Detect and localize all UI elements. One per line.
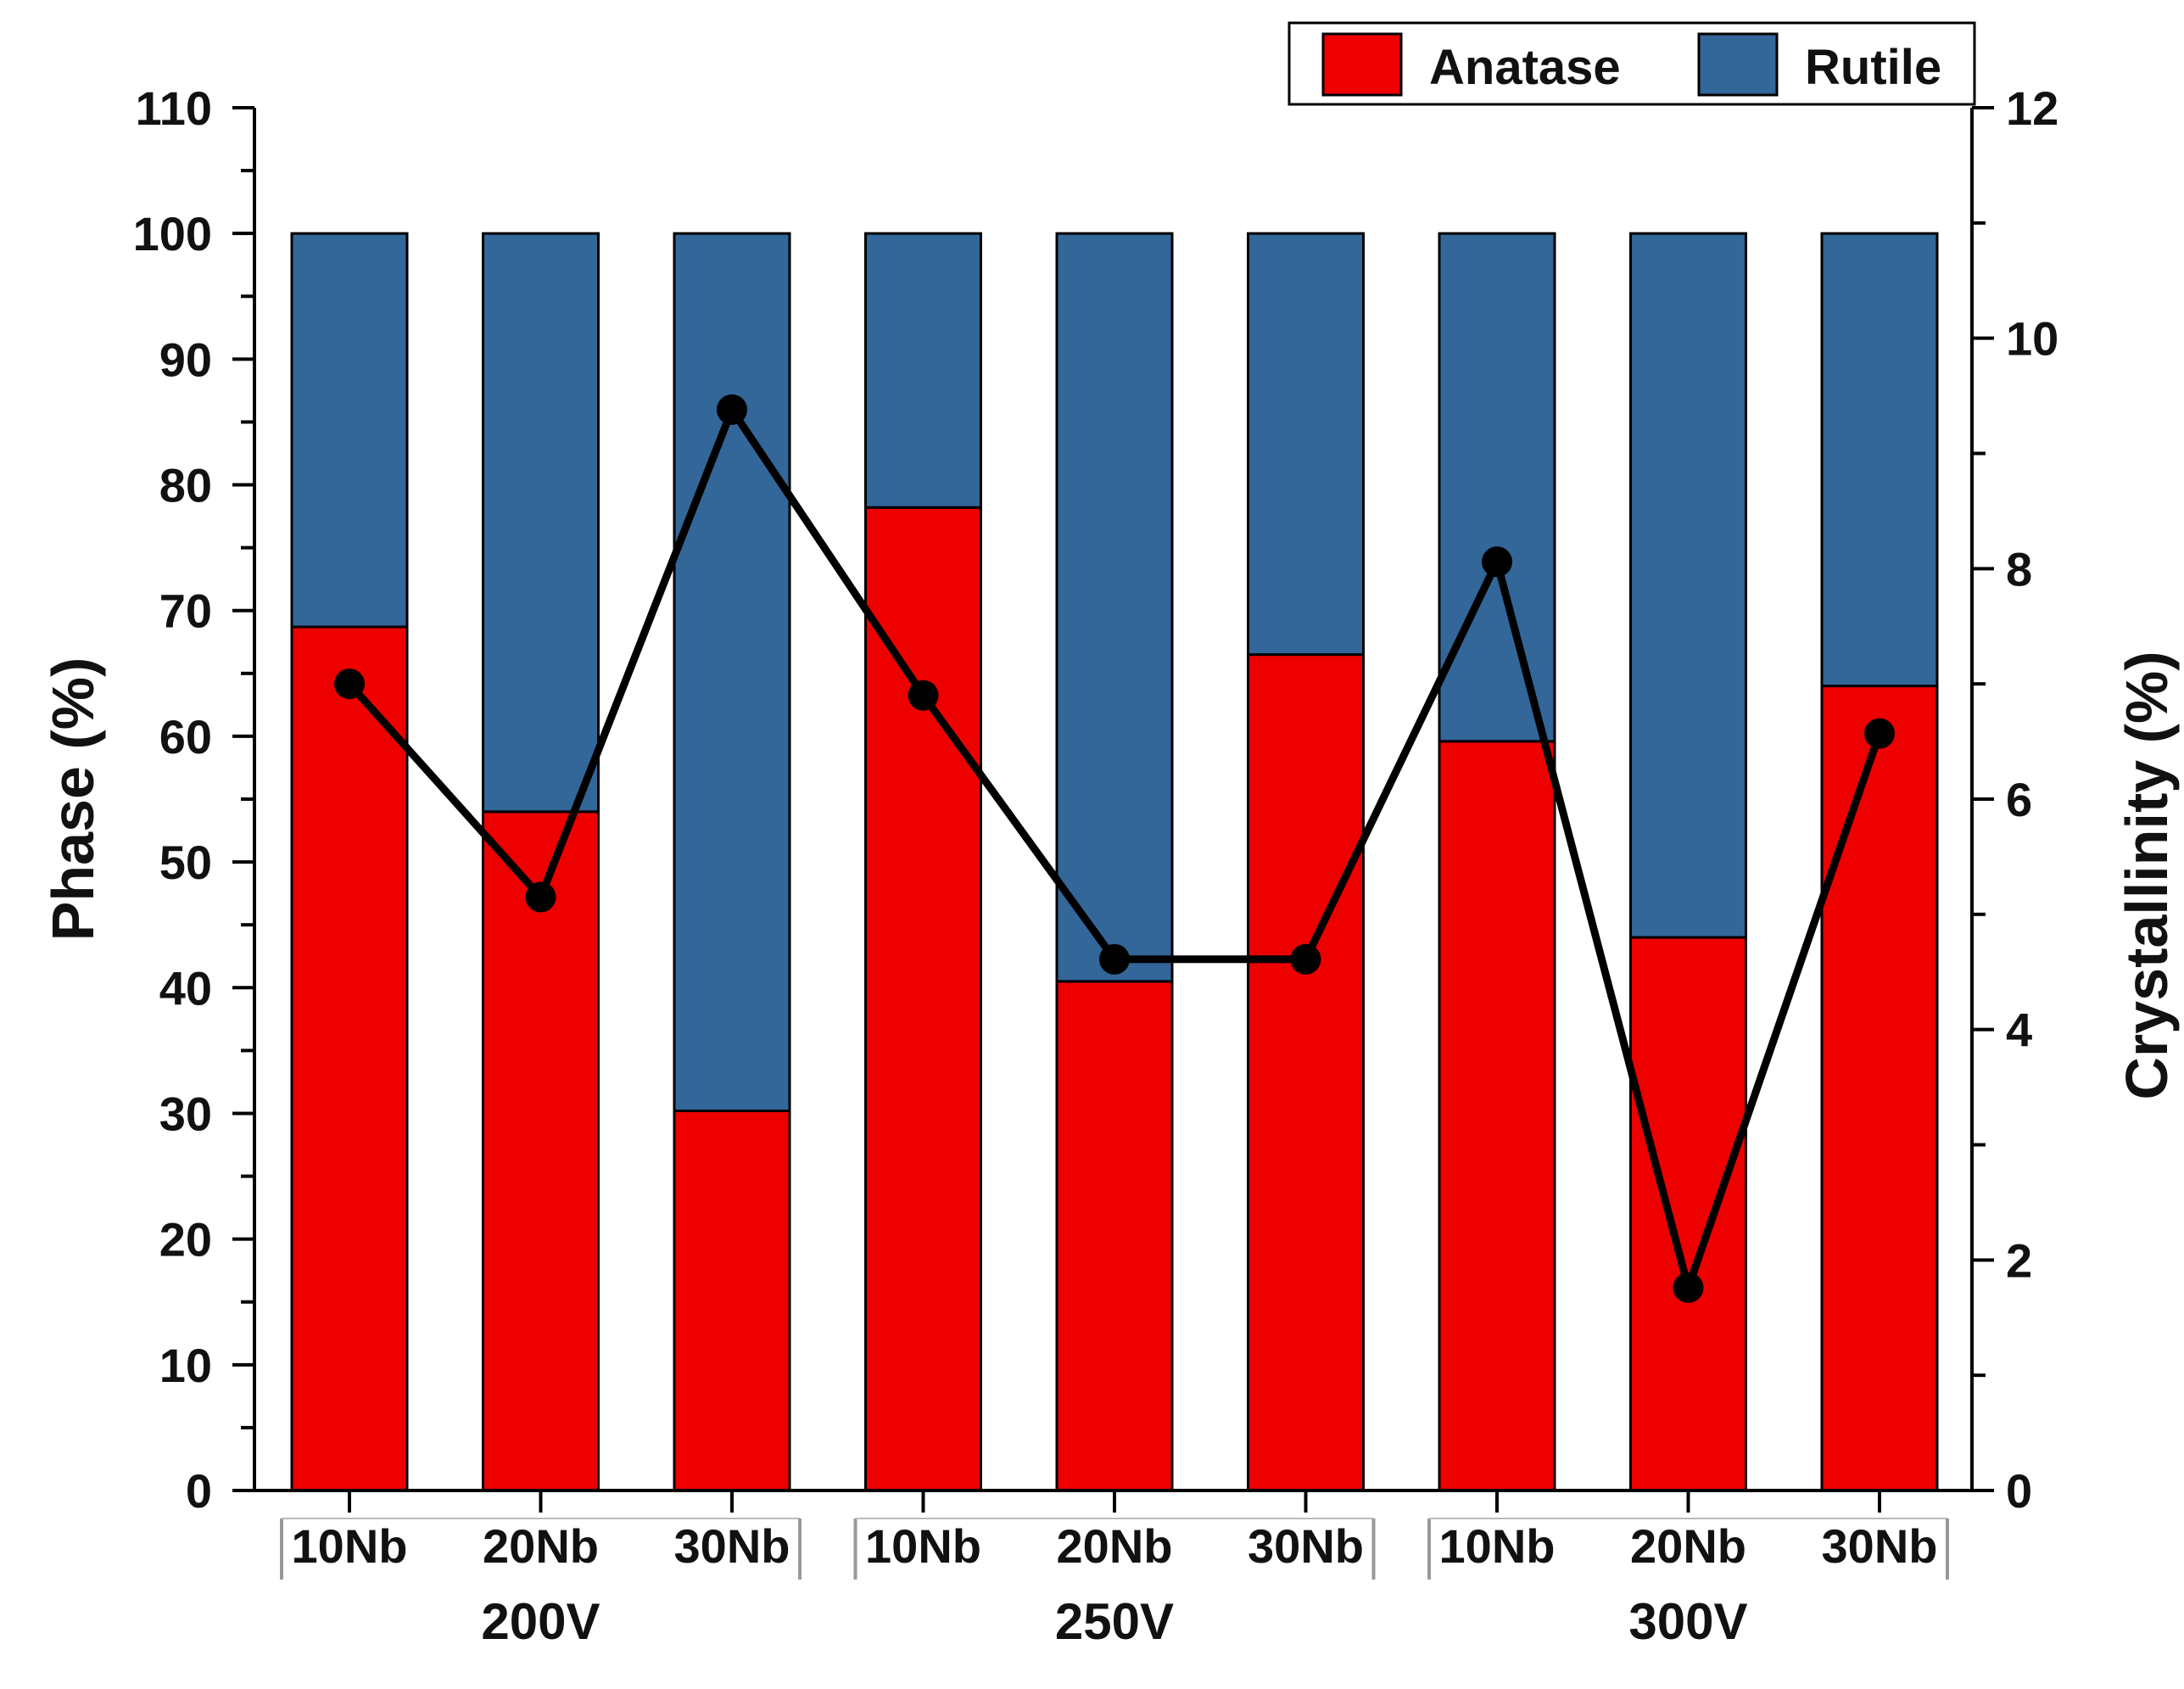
group-label: 250V [1055,1593,1174,1650]
y-tick-label: 30 [159,1087,212,1140]
y2-tick-label: 10 [2006,312,2058,366]
y2-tick-label: 2 [2006,1233,2032,1287]
crystallinity-point-1 [525,881,556,913]
y-tick-label: 0 [186,1464,212,1518]
legend-box [1287,21,1976,106]
group-label: 200V [481,1593,600,1650]
x-tick-label: 20Nb [1057,1519,1173,1573]
x-tick-label: 10Nb [865,1519,981,1573]
bar-anatase-6 [1438,740,1556,1492]
bar-rutile-1 [482,232,600,814]
x-tick-label: 30Nb [674,1519,790,1573]
crystallinity-point-4 [1099,943,1130,975]
crystallinity-point-0 [334,668,365,700]
bar-rutile-3 [864,232,982,509]
y2-tick-label: 4 [2006,1004,2032,1057]
crystallinity-point-7 [1673,1272,1704,1303]
legend-swatch-rutile [1697,32,1779,97]
y-tick-label: 60 [159,710,212,763]
bar-rutile-6 [1438,232,1556,743]
y-tick-label: 100 [133,207,212,260]
y-tick-label: 70 [159,584,212,638]
bar-anatase-3 [864,506,982,1492]
legend-label-rutile: Rutile [1805,40,1941,95]
crystallinity-point-6 [1482,546,1512,578]
y2-tick-label: 12 [2006,81,2058,135]
y2-axis-title: Crystallinity (%) [2114,652,2180,1100]
x-tick-label: 20Nb [1630,1519,1746,1573]
bar-rutile-0 [290,232,409,629]
legend-label-anatase: Anatase [1429,40,1621,95]
crystallinity-point-5 [1290,943,1321,975]
crystallinity-point-8 [1864,718,1895,749]
y-tick-label: 20 [159,1213,212,1267]
bar-anatase-2 [673,1109,791,1492]
y-tick-label: 110 [136,81,212,135]
y2-tick-label: 0 [2006,1464,2032,1518]
y2-tick-label: 6 [2006,773,2032,826]
y-tick-label: 40 [159,961,212,1015]
bar-anatase-1 [482,810,600,1492]
bar-anatase-4 [1055,980,1174,1492]
y-tick-label: 80 [159,459,212,512]
bar-anatase-0 [290,625,409,1492]
group-label: 300V [1628,1593,1747,1650]
y2-tick-label: 8 [2006,542,2032,596]
bar-anatase-7 [1629,936,1747,1492]
bar-anatase-5 [1247,653,1365,1492]
bar-rutile-4 [1055,232,1174,983]
x-tick-label: 10Nb [1439,1519,1556,1573]
legend-swatch-anatase [1321,32,1403,97]
x-tick-label: 20Nb [483,1519,599,1573]
x-tick-label: 30Nb [1248,1519,1364,1573]
bar-rutile-7 [1629,232,1747,939]
bar-rutile-5 [1247,232,1365,657]
y-tick-label: 90 [159,333,212,386]
x-tick-label: 30Nb [1822,1519,1938,1573]
crystallinity-point-2 [717,394,747,425]
crystallinity-point-3 [908,680,939,711]
bar-rutile-8 [1820,232,1939,688]
y-axis-title: Phase (%) [40,657,106,942]
x-tick-label: 10Nb [292,1519,408,1573]
y-tick-label: 10 [159,1339,212,1392]
bar-rutile-2 [673,232,791,1112]
y-tick-label: 50 [159,836,212,889]
bar-anatase-8 [1820,685,1939,1492]
